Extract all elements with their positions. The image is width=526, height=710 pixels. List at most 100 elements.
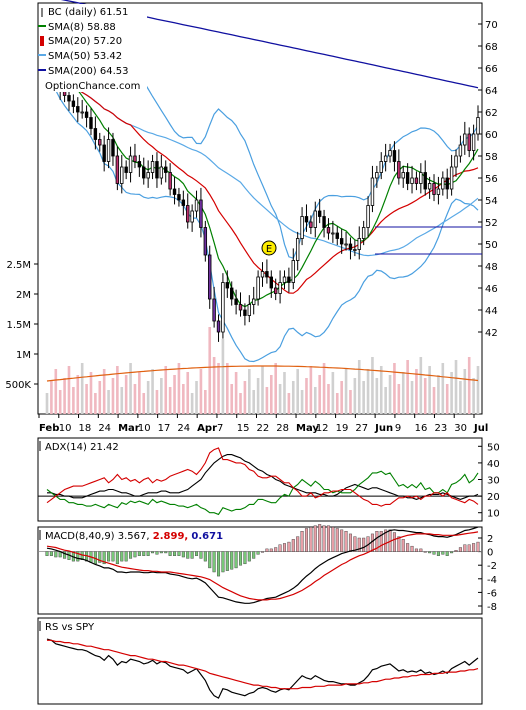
volume-bar (309, 366, 313, 414)
volume-bar (204, 390, 207, 414)
x-tick-label: 9 (395, 423, 401, 434)
macd-histogram-bar (260, 551, 265, 553)
volume-tick-label: 1M (16, 350, 31, 361)
macd-tick-label: 0 (487, 548, 493, 559)
x-tick-label: 12 (316, 423, 329, 434)
candle-body (216, 320, 221, 333)
candle-body (471, 133, 476, 151)
macd-histogram-bar (436, 551, 440, 556)
candle-body (146, 172, 150, 179)
candle-body (225, 282, 230, 289)
x-tick-label: 28 (276, 423, 289, 434)
macd-histogram-bar (467, 544, 471, 552)
macd-histogram-bar (335, 528, 339, 552)
volume-bar (340, 381, 343, 414)
adx-series-line (46, 447, 479, 507)
volume-bar (151, 369, 154, 414)
x-tick-label: Mar (118, 423, 140, 434)
volume-bar (120, 387, 124, 414)
candle-body (383, 155, 388, 162)
legend-item-price: BC (daily) 61.51 (41, 7, 128, 18)
x-tick-label: 7 (217, 423, 223, 434)
macd-histogram-bar (397, 536, 401, 552)
volume-bar (388, 375, 392, 414)
earnings-marker-icon (261, 240, 277, 256)
volume-bar (164, 366, 168, 414)
legend-item-sma50: SMA(50) 53.42 (38, 51, 122, 62)
candle-body (454, 155, 458, 168)
macd-histogram-bar (419, 548, 423, 552)
x-tick-label: May (296, 423, 319, 434)
volume-bar (296, 369, 299, 414)
price-tick-label: 64 (485, 86, 498, 97)
volume-tick-label: 500K (5, 380, 31, 391)
volume-bar (54, 369, 58, 414)
macd-histogram-bar (49, 551, 53, 556)
volume-bar (124, 375, 128, 414)
candle-body (159, 166, 164, 179)
volume-bar (243, 381, 247, 414)
volume-bar (305, 378, 308, 414)
macd-histogram-bar (203, 551, 207, 562)
x-tick-label: 17 (158, 423, 171, 434)
adx-legend: ADX(14) 21.42 (39, 439, 129, 453)
candle-body (348, 243, 353, 250)
candle-body (304, 216, 309, 223)
volume-bar (331, 372, 335, 414)
candle-body (273, 287, 278, 294)
macd-histogram-bar (278, 544, 282, 552)
candle-body (203, 227, 208, 256)
volume-bar (357, 360, 361, 414)
macd-histogram-bar (129, 551, 133, 559)
macd-histogram-bar (357, 537, 361, 552)
macd-histogram-bar (269, 548, 273, 552)
candle-body (322, 216, 326, 228)
macd-histogram-bar (115, 551, 119, 565)
candle-body (150, 161, 155, 173)
macd-value: MACD(8,40,9) 3.567, (45, 531, 150, 542)
candle-body (67, 95, 71, 102)
volume-bar (397, 384, 401, 414)
candle-body (269, 276, 274, 289)
macd-series-line (46, 531, 479, 601)
macd-histogram-bar (256, 551, 260, 555)
candle-body (287, 276, 291, 283)
volume-bar (217, 363, 220, 414)
adx-tick-label: 30 (487, 476, 500, 487)
macd-histogram-bar (181, 551, 185, 558)
macd-histogram-bar (472, 543, 476, 552)
macd-histogram-bar (423, 551, 427, 553)
candle-body (181, 199, 186, 206)
macd-histogram-bar (282, 543, 286, 552)
macd-histogram-bar (428, 551, 432, 554)
candle-body (357, 238, 361, 250)
macd-histogram-bar (287, 541, 291, 552)
candle-body (256, 276, 260, 300)
sma8-line (46, 61, 479, 308)
macd-histogram-bar (410, 545, 414, 552)
volume-bar (287, 393, 291, 414)
candle-body (186, 205, 190, 223)
candle-body (120, 166, 124, 184)
volume-bar (226, 363, 229, 414)
macd-histogram-bar (234, 551, 238, 569)
volume-average-line (46, 365, 479, 382)
macd-histogram-bar (291, 539, 295, 552)
macd-tick-label: 2 (487, 534, 493, 545)
volume-bar (212, 357, 216, 414)
candle-body (410, 177, 414, 184)
macd-histogram-bar (120, 551, 124, 562)
macd-histogram-bar (142, 551, 146, 556)
volume-bar (160, 378, 163, 414)
macd-panel-frame (37, 526, 483, 615)
adx-legend-label: ADX(14) 21.42 (45, 442, 119, 453)
volume-bar (423, 378, 427, 414)
volume-bar (58, 390, 62, 414)
volume-bar (454, 360, 458, 414)
macd-histogram-bar (111, 551, 115, 562)
volume-bar (234, 372, 238, 414)
macd-histogram-bar (476, 541, 480, 552)
price-legend: BC (daily) 61.51 SMA(8) 58.88 SMA(20) 57… (38, 4, 147, 92)
volume-bar (366, 369, 370, 414)
macd-tick-label: -4 (487, 575, 497, 586)
